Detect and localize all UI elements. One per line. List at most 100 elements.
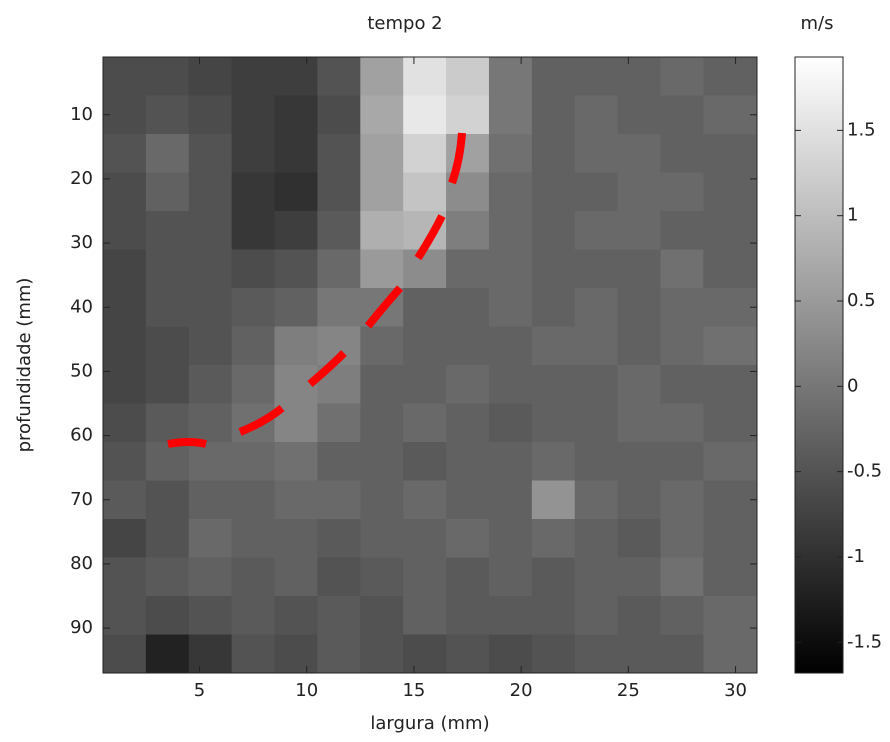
colorbar-tick-label: 1 [847, 205, 858, 226]
heatmap-cell [103, 442, 147, 481]
heatmap-cell [145, 403, 190, 443]
heatmap-cell [360, 480, 404, 520]
heatmap-cell [488, 519, 533, 558]
heatmap-cell [103, 634, 147, 674]
heatmap-cell [446, 480, 490, 520]
heatmap-cell [188, 288, 233, 327]
colorbar-tick-label: 0 [847, 375, 858, 396]
heatmap-cell [103, 211, 147, 250]
heatmap-cell [274, 211, 318, 250]
heatmap-cell [574, 403, 619, 443]
colorbar-tick-label: 0.5 [847, 290, 876, 311]
heatmap-cell [617, 326, 662, 366]
heatmap-cell [660, 557, 704, 597]
colorbar-tick-label: -1.5 [847, 631, 882, 652]
heatmap-cell [188, 134, 233, 173]
heatmap-cell [617, 211, 662, 250]
x-tick-label: 20 [510, 680, 533, 701]
heatmap-cell [317, 519, 361, 558]
heatmap-cell [531, 557, 576, 597]
heatmap-cell [231, 519, 276, 558]
heatmap-cell [103, 596, 147, 635]
heatmap-cell [488, 57, 533, 96]
heatmap-cell [531, 326, 576, 366]
heatmap-cell [103, 172, 147, 212]
heatmap-cell [188, 57, 233, 96]
heatmap-cell [103, 557, 147, 597]
heatmap-cell [660, 326, 704, 366]
heatmap-cell [660, 211, 704, 250]
heatmap-cell [360, 634, 404, 674]
heatmap-cell [103, 480, 147, 520]
heatmap-cell [488, 288, 533, 327]
heatmap-cell [446, 519, 490, 558]
heatmap-cell [145, 596, 190, 635]
heatmap-cell [231, 95, 276, 135]
heatmap-cell [574, 326, 619, 366]
heatmap-cell [274, 596, 318, 635]
heatmap-cell [231, 57, 276, 96]
heatmap-cell [274, 519, 318, 558]
heatmap-cell [103, 134, 147, 173]
heatmap-cell [531, 57, 576, 96]
heatmap-cell [531, 249, 576, 289]
heatmap-cell [403, 326, 447, 366]
heatmap-cell [145, 249, 190, 289]
heatmap-cell [703, 249, 758, 289]
heatmap-cell [403, 596, 447, 635]
heatmap-cell [403, 403, 447, 443]
heatmap-cell [145, 519, 190, 558]
heatmap-cell [274, 288, 318, 327]
heatmap-cell [145, 134, 190, 173]
heatmap-cell [446, 557, 490, 597]
heatmap-cell [360, 557, 404, 597]
heatmap-cell [617, 95, 662, 135]
heatmap-cell [574, 95, 619, 135]
y-tick-label: 60 [70, 425, 93, 446]
heatmap-cell [103, 519, 147, 558]
heatmap-cell [617, 403, 662, 443]
heatmap-cell [446, 596, 490, 635]
heatmap-cell [188, 442, 233, 481]
heatmap-cell [274, 326, 318, 366]
heatmap-cell [360, 442, 404, 481]
heatmap-cell [531, 480, 576, 520]
heatmap-cell [145, 480, 190, 520]
heatmap [103, 57, 758, 674]
heatmap-cell [703, 480, 758, 520]
heatmap-cell [660, 596, 704, 635]
heatmap-cell [617, 442, 662, 481]
heatmap-cell [446, 211, 490, 250]
heatmap-cell [231, 365, 276, 404]
heatmap-cell [145, 442, 190, 481]
x-axis-label: largura (mm) [370, 713, 489, 734]
heatmap-cell [317, 134, 361, 173]
heatmap-cell [360, 172, 404, 212]
y-tick-label: 70 [70, 489, 93, 510]
heatmap-cell [660, 403, 704, 443]
heatmap-cell [231, 172, 276, 212]
heatmap-cell [317, 172, 361, 212]
colorbar-tick-label: -1 [847, 546, 865, 567]
heatmap-cell [617, 57, 662, 96]
heatmap-cell [360, 134, 404, 173]
heatmap-cell [274, 634, 318, 674]
heatmap-cell [274, 442, 318, 481]
heatmap-cell [403, 634, 447, 674]
heatmap-cell [531, 134, 576, 173]
heatmap-cell [617, 634, 662, 674]
heatmap-cell [574, 172, 619, 212]
heatmap-cell [488, 172, 533, 212]
heatmap-cell [531, 634, 576, 674]
y-tick-label: 50 [70, 360, 93, 381]
heatmap-cell [617, 249, 662, 289]
y-tick-label: 30 [70, 232, 93, 253]
heatmap-cell [360, 95, 404, 135]
heatmap-cell [360, 211, 404, 250]
heatmap-cell [317, 211, 361, 250]
heatmap-cell [617, 365, 662, 404]
heatmap-cell [617, 480, 662, 520]
heatmap-cell [403, 57, 447, 96]
colorbar-tick-label: -0.5 [847, 461, 882, 482]
